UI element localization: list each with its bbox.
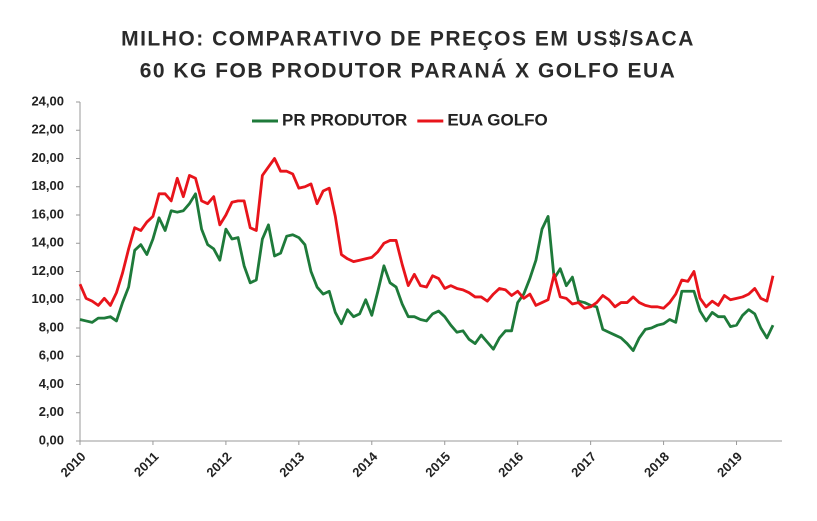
y-tick-label: 0,00 <box>39 432 64 447</box>
x-tick-label: 2019 <box>714 449 745 480</box>
y-tick-label: 2,00 <box>39 404 64 419</box>
y-tick-label: 8,00 <box>39 319 64 334</box>
legend-label: PR PRODUTOR <box>282 110 407 129</box>
series-line <box>79 192 775 352</box>
x-tick-label: 2017 <box>568 449 599 480</box>
y-tick-label: 22,00 <box>31 122 64 137</box>
chart-title: 60 KG FOB PRODUTOR PARANÁ X GOLFO EUA <box>140 60 677 83</box>
x-tick-label: 2010 <box>57 449 88 480</box>
x-tick-label: 2018 <box>641 449 672 480</box>
x-tick-label: 2016 <box>495 449 526 480</box>
y-tick-label: 6,00 <box>39 348 64 363</box>
y-tick-label: 12,00 <box>31 263 64 278</box>
y-tick-label: 16,00 <box>31 206 64 221</box>
y-tick-label: 24,00 <box>31 93 64 108</box>
legend-label: EUA GOLFO <box>447 110 547 129</box>
y-tick-label: 20,00 <box>31 150 64 165</box>
x-tick-label: 2013 <box>276 449 307 480</box>
x-tick-label: 2011 <box>131 449 162 480</box>
y-tick-label: 10,00 <box>31 291 64 306</box>
x-tick-label: 2012 <box>203 449 234 480</box>
y-tick-label: 14,00 <box>31 235 64 250</box>
series-line <box>78 157 775 310</box>
x-tick-label: 2015 <box>422 449 453 480</box>
y-tick-label: 18,00 <box>31 178 64 193</box>
y-tick-label: 4,00 <box>39 376 64 391</box>
chart-title: MILHO: COMPARATIVO DE PREÇOS EM US$/SACA <box>121 28 695 51</box>
x-tick-label: 2014 <box>349 448 381 480</box>
